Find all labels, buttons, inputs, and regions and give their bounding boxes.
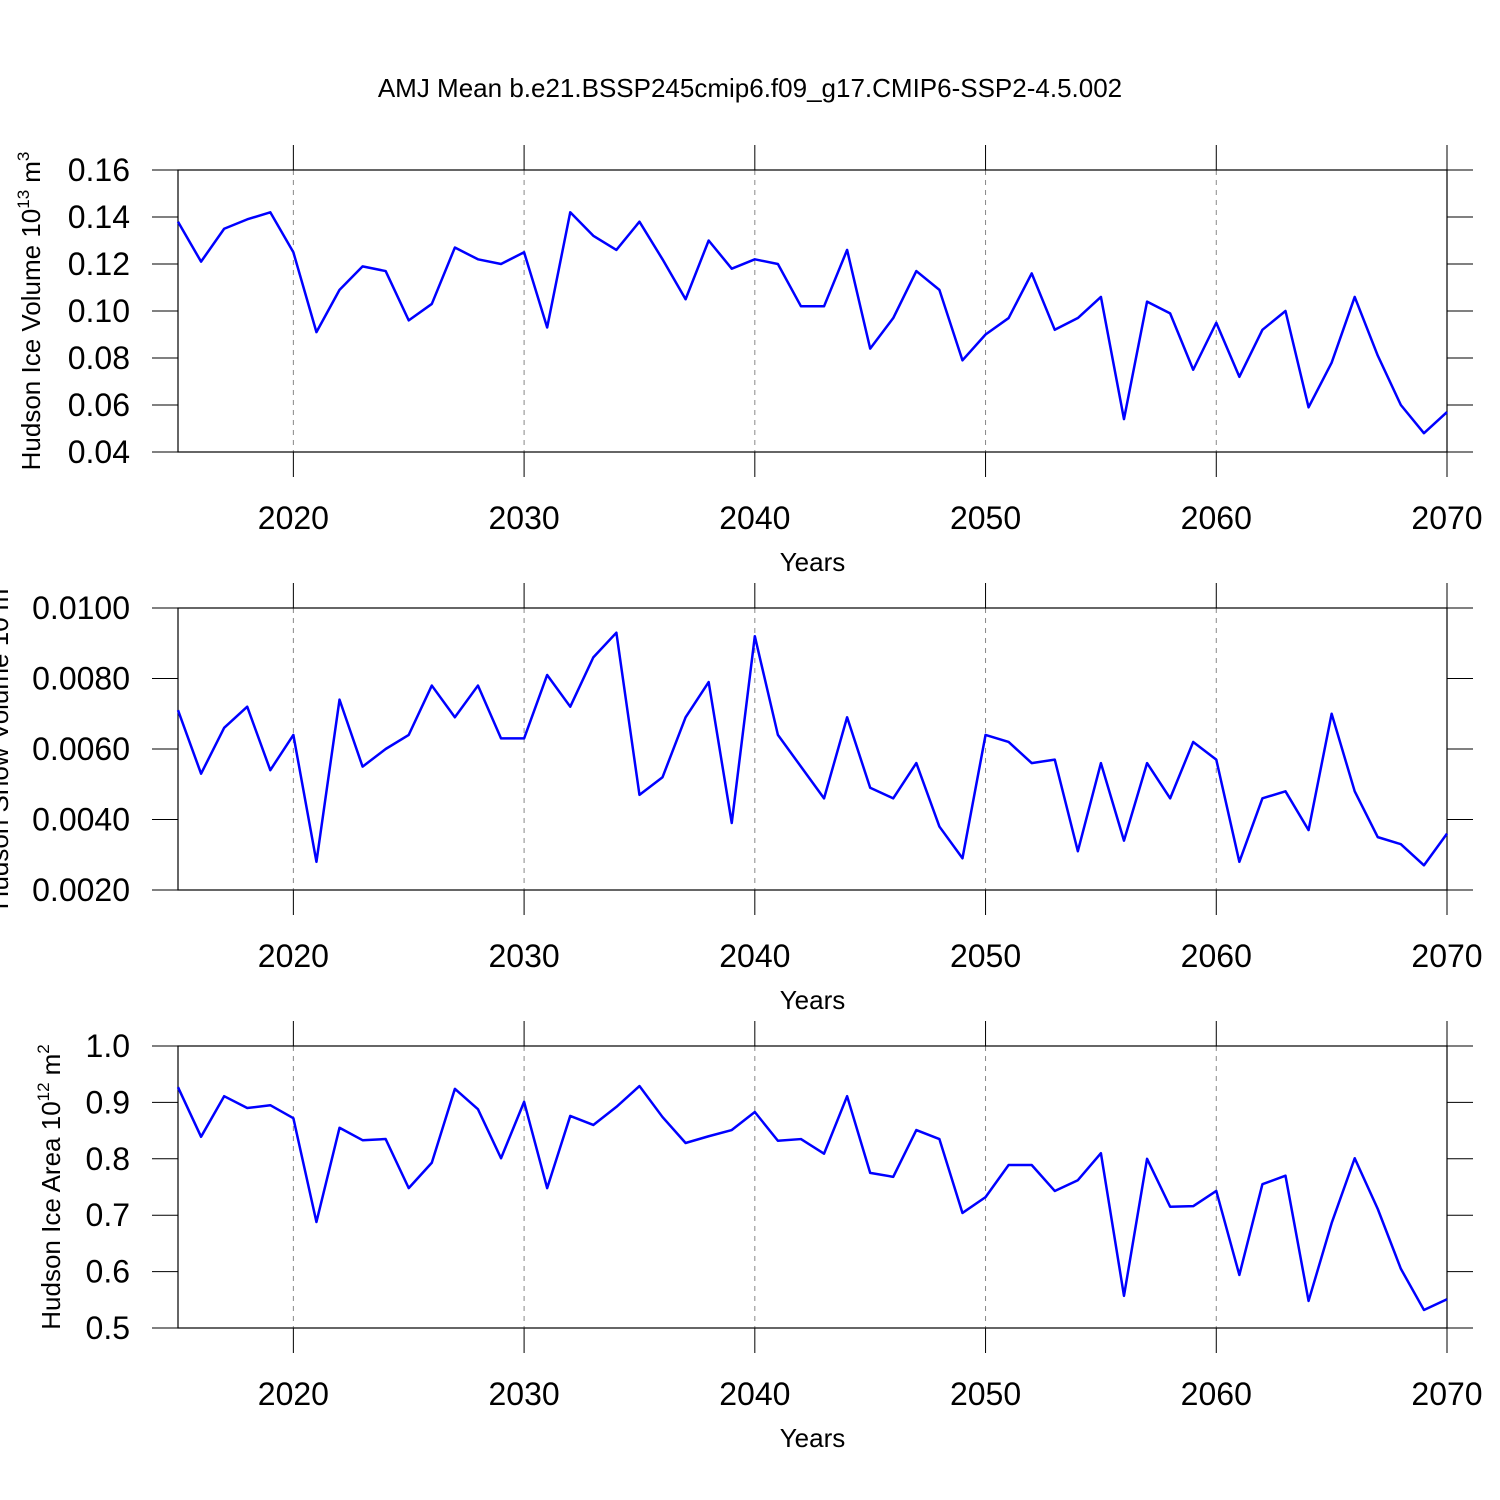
x-tick-label: 2030 — [488, 500, 559, 536]
x-tick-label: 2040 — [719, 1376, 790, 1412]
y-tick-label: 0.0020 — [32, 872, 130, 908]
x-axis-label: Years — [780, 547, 846, 577]
y-tick-label: 0.9 — [86, 1084, 130, 1120]
y-axis-label-exponent: 13 — [14, 190, 33, 209]
plot-frame — [177, 1045, 1448, 1329]
y-tick-label: 0.8 — [86, 1141, 130, 1177]
y-tick-label: 0.08 — [68, 340, 130, 376]
x-tick-label: 2040 — [719, 938, 790, 974]
x-tick-label: 2060 — [1181, 938, 1252, 974]
y-tick-label: 0.12 — [68, 246, 130, 282]
y-tick-label: 0.14 — [68, 199, 130, 235]
x-tick-label: 2050 — [950, 500, 1021, 536]
plot-frame — [177, 169, 1448, 453]
x-tick-label: 2070 — [1411, 938, 1482, 974]
y-tick-label: 0.0100 — [32, 590, 130, 626]
y-axis-label: Hudson Ice Volume 1013 m3 — [14, 152, 46, 471]
x-tick-label: 2050 — [950, 938, 1021, 974]
y-axis-label-unit-exponent: 3 — [14, 152, 33, 161]
x-tick-label: 2060 — [1181, 1376, 1252, 1412]
y-axis-label-unit: m — [0, 589, 14, 611]
data-line — [176, 631, 1449, 867]
y-axis-label-text: Hudson Ice Area 10 — [36, 1101, 66, 1329]
figure-title: AMJ Mean b.e21.BSSP245cmip6.f09_g17.CMIP… — [378, 73, 1122, 103]
x-tick-label: 2070 — [1411, 500, 1482, 536]
y-axis-label: Hudson Ice Area 1012 m2 — [34, 1044, 66, 1329]
y-axis-label-exponent: 12 — [34, 1082, 53, 1101]
x-tick-label: 2040 — [719, 500, 790, 536]
y-tick-label: 0.10 — [68, 293, 130, 329]
plot-frame — [177, 607, 1448, 891]
data-line — [176, 1084, 1448, 1312]
y-tick-label: 0.16 — [68, 152, 130, 188]
y-axis-label-unit: m — [36, 1054, 66, 1076]
y-tick-label: 0.0060 — [32, 731, 130, 767]
x-tick-label: 2030 — [488, 1376, 559, 1412]
y-tick-label: 0.7 — [86, 1197, 130, 1233]
y-axis-label-text: Hudson Ice Volume 10 — [16, 209, 46, 471]
y-tick-label: 0.04 — [68, 434, 130, 470]
y-tick-label: 0.0080 — [32, 661, 130, 697]
x-tick-label: 2020 — [258, 938, 329, 974]
x-tick-label: 2060 — [1181, 500, 1252, 536]
data-line — [176, 211, 1448, 435]
x-axis-label: Years — [780, 1423, 846, 1453]
y-tick-label: 0.0040 — [32, 802, 130, 838]
y-tick-label: 1.0 — [86, 1028, 130, 1064]
y-axis-label-unit-exponent: 2 — [34, 1044, 53, 1053]
y-axis-label: Hudson Snow Volume 10 m — [0, 589, 14, 910]
y-axis-label-text: Hudson Snow Volume 10 — [0, 617, 14, 909]
x-tick-label: 2050 — [950, 1376, 1021, 1412]
y-tick-label: 0.06 — [68, 387, 130, 423]
x-tick-label: 2020 — [258, 1376, 329, 1412]
x-tick-label: 2070 — [1411, 1376, 1482, 1412]
y-axis-label-unit: m — [16, 161, 46, 183]
x-tick-label: 2030 — [488, 938, 559, 974]
y-tick-label: 0.5 — [86, 1310, 130, 1346]
y-tick-label: 0.6 — [86, 1254, 130, 1290]
x-tick-label: 2020 — [258, 500, 329, 536]
x-axis-label: Years — [780, 985, 846, 1015]
